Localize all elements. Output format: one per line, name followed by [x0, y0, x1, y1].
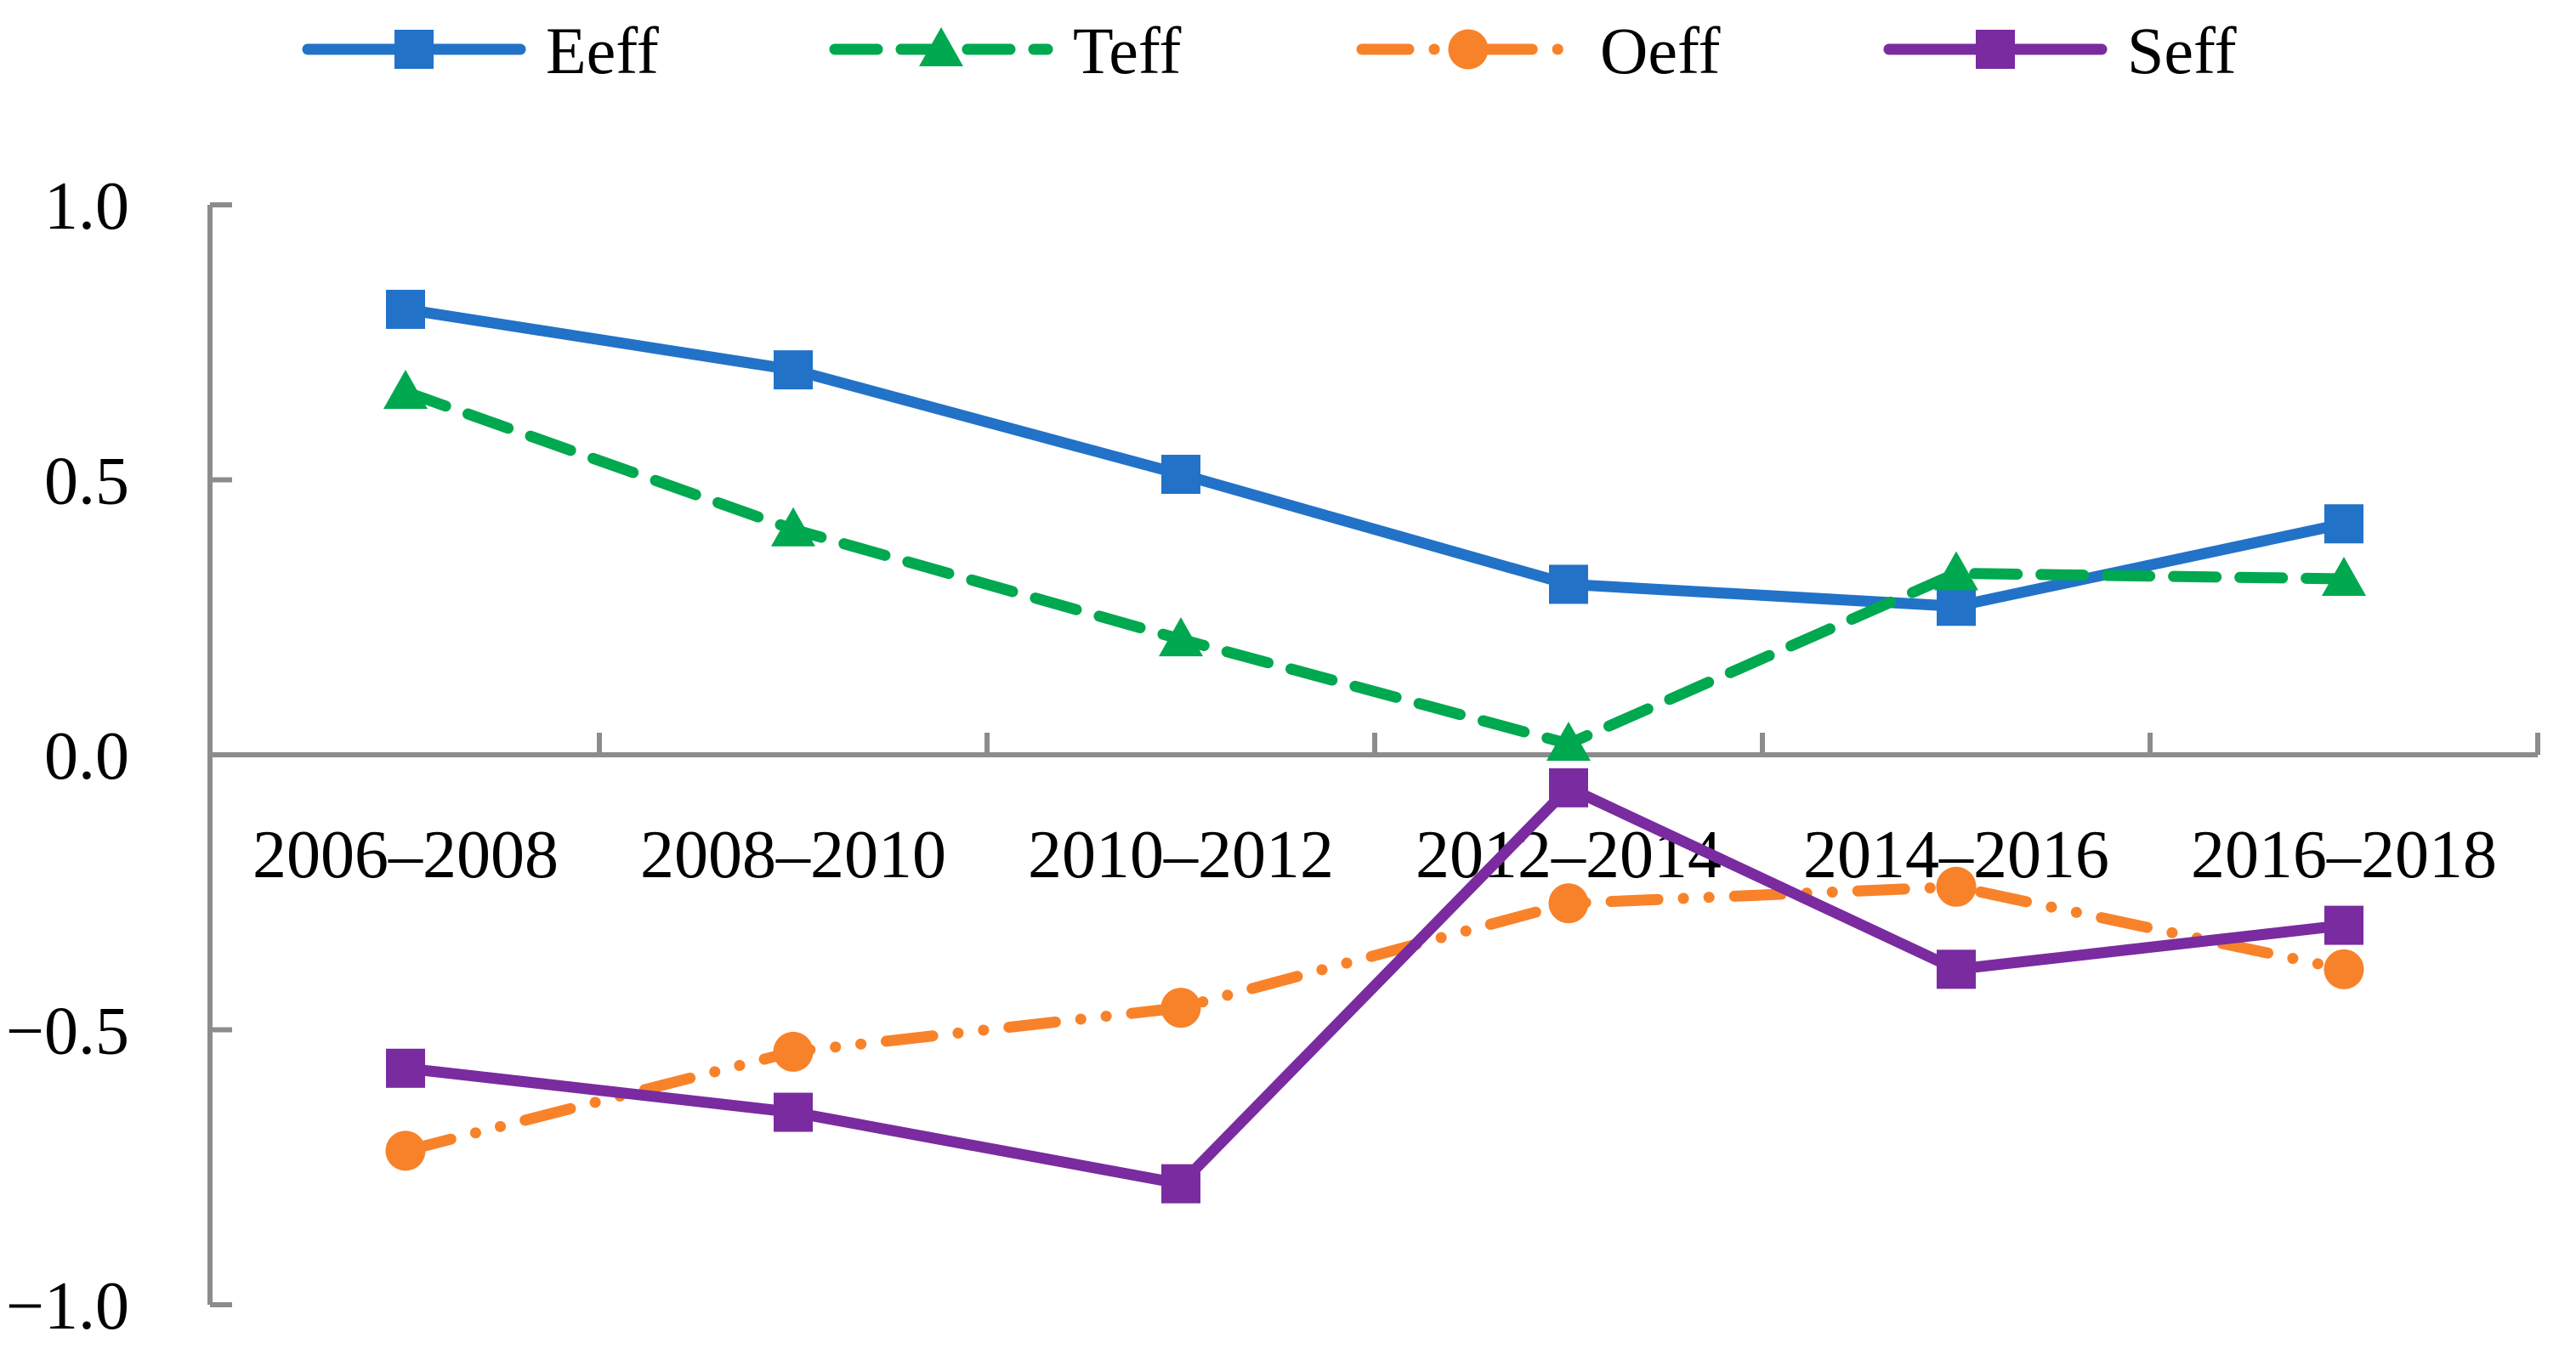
legend-label-Oeff: Oeff	[1600, 14, 1721, 88]
data-point-Teff-2	[1159, 617, 1203, 657]
legend-label-Eeff: Eeff	[546, 14, 659, 88]
legend-marker-triangle-Teff	[919, 27, 963, 66]
data-point-Eeff-5	[2324, 504, 2363, 544]
y-tick-label: −1.0	[6, 1269, 129, 1344]
series-line-Seff	[400, 782, 2350, 1190]
y-tick-label: 1.0	[44, 169, 129, 244]
data-point-Oeff-0	[385, 1130, 426, 1171]
data-point-Oeff-1	[773, 1031, 814, 1072]
data-point-Seff-0	[386, 1048, 425, 1088]
data-point-Eeff-0	[386, 289, 425, 329]
data-point-Oeff-3	[1548, 883, 1589, 924]
data-point-Oeff-5	[2324, 949, 2364, 989]
x-tick-label: 2008–2010	[640, 818, 946, 892]
data-point-Eeff-2	[1161, 455, 1200, 495]
data-point-Seff-3	[1549, 768, 1588, 808]
data-point-Seff-1	[774, 1092, 813, 1132]
data-point-Seff-4	[1937, 949, 1976, 989]
data-point-Eeff-1	[774, 350, 813, 390]
data-point-Oeff-4	[1936, 866, 1977, 907]
data-point-Eeff-3	[1549, 564, 1588, 604]
y-tick-label: 0.5	[44, 445, 129, 519]
legend-marker-square-Eeff	[394, 30, 434, 69]
x-tick-label: 2010–2012	[1028, 818, 1334, 892]
series-line-Eeff	[400, 303, 2350, 612]
data-point-Teff-4	[1934, 551, 1978, 591]
legend-marker-circle-Oeff	[1448, 29, 1489, 70]
legend-label-Seff: Seff	[2127, 14, 2237, 88]
data-point-Teff-5	[2322, 556, 2366, 596]
data-point-Teff-0	[383, 369, 428, 409]
y-tick-label: −0.5	[6, 994, 129, 1069]
legend-label-Teff: Teff	[1073, 14, 1181, 88]
series-line-Oeff	[400, 881, 2350, 1157]
x-tick-label: 2006–2008	[252, 818, 559, 892]
data-point-Eeff-4	[1937, 586, 1976, 626]
data-point-Oeff-2	[1160, 988, 1201, 1028]
data-point-Teff-1	[771, 507, 815, 547]
x-tick-label: 2012–2014	[1416, 818, 1722, 892]
y-tick-label: 0.0	[44, 719, 129, 794]
data-point-Teff-3	[1546, 722, 1591, 762]
data-point-Seff-5	[2324, 905, 2363, 945]
data-point-Seff-2	[1161, 1164, 1200, 1204]
series-line-Teff	[400, 386, 2350, 750]
legend-marker-square-Seff	[1976, 30, 2015, 69]
x-tick-label: 2016–2018	[2191, 818, 2497, 892]
